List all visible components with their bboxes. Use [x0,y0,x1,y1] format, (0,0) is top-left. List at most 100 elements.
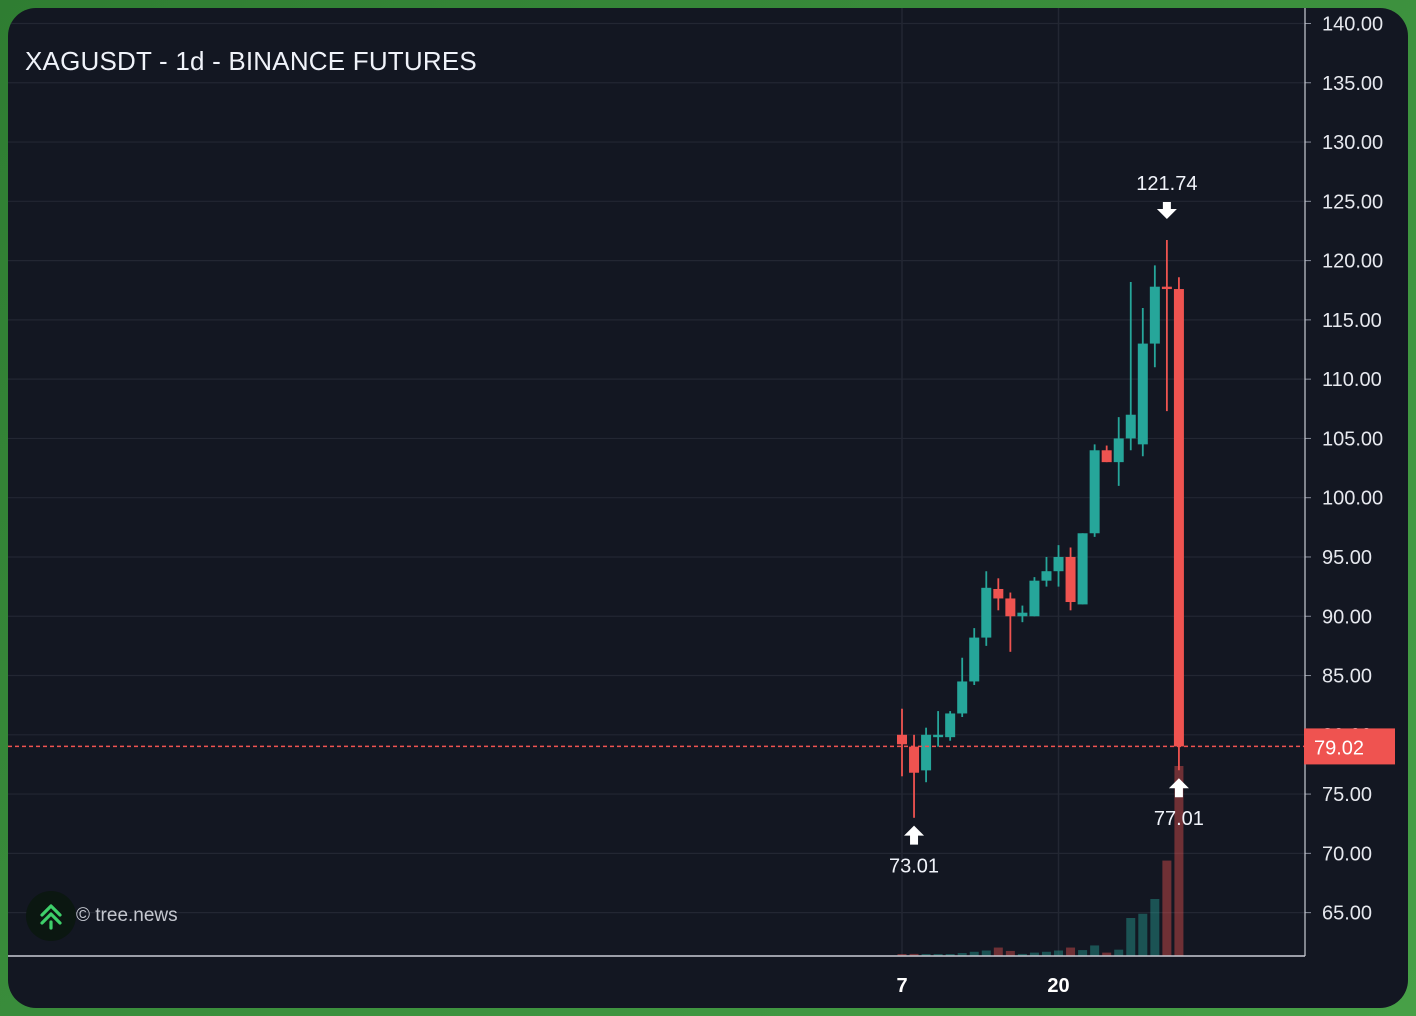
candle [1101,445,1112,463]
candle-body [969,637,980,682]
candle-body [1161,286,1172,290]
candle-body [1125,414,1136,439]
x-tick-label: 7 [896,975,907,997]
y-tick-label: 135.00 [1322,73,1383,95]
grid [8,8,1305,956]
volume-bar [897,954,907,956]
candle-body [945,713,956,738]
y-tick-label: 70.00 [1322,843,1372,865]
y-tick-label: 125.00 [1322,191,1383,213]
candle [921,727,932,783]
volume-bar [1150,899,1160,956]
volume-bar [909,953,919,956]
candle-body [933,734,944,738]
chart-panel: 65.0070.0075.0080.0085.0090.0095.00100.0… [8,8,1408,1008]
y-tick-label: 75.00 [1322,784,1372,806]
candle [1041,556,1052,587]
candle [945,711,956,741]
volume-bar [1005,950,1015,956]
candle-body [1017,612,1028,617]
last-price-badge [1304,728,1395,765]
candle-body [993,588,1004,599]
volume-bar [1078,950,1088,956]
low-price-label: 77.01 [1154,808,1204,830]
volume-bar [1162,860,1172,956]
arrow-down-icon [1156,201,1177,219]
volume-bar [1029,952,1039,956]
candle [1137,308,1148,457]
volume-bar [1126,918,1136,956]
volume-bar [1041,951,1051,956]
candle [1017,605,1028,623]
candle-body [1005,598,1016,617]
candle [909,734,920,818]
candle-body [1053,556,1064,572]
candle-body [1077,533,1088,605]
candle [897,708,907,777]
y-tick-label: 110.00 [1322,369,1382,391]
volume-bar [1174,766,1184,956]
candle [1065,547,1076,611]
candle-body [1149,286,1160,344]
candle [933,711,944,747]
candles [897,239,1184,818]
candle [1029,577,1040,617]
candle [1005,592,1016,652]
candle-body [1101,450,1112,463]
x-tick-label: 20 [1047,975,1069,997]
double-chevron-up-icon [26,891,76,941]
y-tick-label: 90.00 [1322,606,1372,628]
candle-body [1137,343,1148,445]
volume-bar [957,953,967,956]
candle-body [1113,438,1124,463]
y-tick-label: 85.00 [1322,666,1372,688]
candlestick-chart[interactable]: 65.0070.0075.0080.0085.0090.0095.00100.0… [8,8,1408,1008]
volume-bar [933,954,943,956]
arrow-up-icon [1168,778,1189,798]
last-price-label: 79.02 [1314,737,1364,759]
candle [1053,545,1064,587]
candle [1173,277,1184,771]
y-tick-label: 120.00 [1322,251,1383,273]
candle [1077,533,1088,605]
candle [993,578,1004,611]
volume-bar [1090,945,1100,956]
y-tick-label: 115.00 [1322,310,1382,332]
chart-title: XAGUSDT - 1d - BINANCE FUTURES [25,46,477,76]
y-tick-label: 100.00 [1322,488,1383,510]
y-tick-label: 65.00 [1322,903,1372,925]
candle [1149,265,1160,368]
candle [1161,239,1172,412]
y-tick-label: 105.00 [1322,428,1383,450]
candle-body [909,746,920,773]
arrow-up-icon [904,825,925,845]
candle-body [921,734,932,771]
brand-watermark: © tree.news [26,891,178,941]
candle-body [1041,571,1052,581]
volume-bar [945,954,955,956]
y-tick-label: 130.00 [1322,132,1383,154]
candle-body [957,681,968,714]
brand-text: © tree.news [76,905,178,926]
candle-body [1065,556,1076,603]
volume-bar [969,951,979,956]
candle [1113,417,1124,486]
y-tick-label: 140.00 [1322,14,1383,36]
volume-bar [1114,949,1124,956]
volume-bar [1102,952,1112,956]
candle-body [1029,580,1040,617]
price-axis[interactable]: 65.0070.0075.0080.0085.0090.0095.00100.0… [8,8,1383,997]
volume-bar [921,954,931,956]
volume-bar [1138,913,1148,956]
candle-body [897,734,907,745]
candle [1125,281,1136,451]
volume-bar [981,950,991,956]
candle-body [1173,289,1184,747]
candle [1089,444,1100,537]
candle [981,571,992,646]
candle [957,657,968,718]
volume-bar [1017,953,1027,956]
volume-bars [897,766,1184,956]
annotations: 79.02 121.74 73.01 77.01 [8,173,1395,878]
volume-bar [993,947,1003,956]
